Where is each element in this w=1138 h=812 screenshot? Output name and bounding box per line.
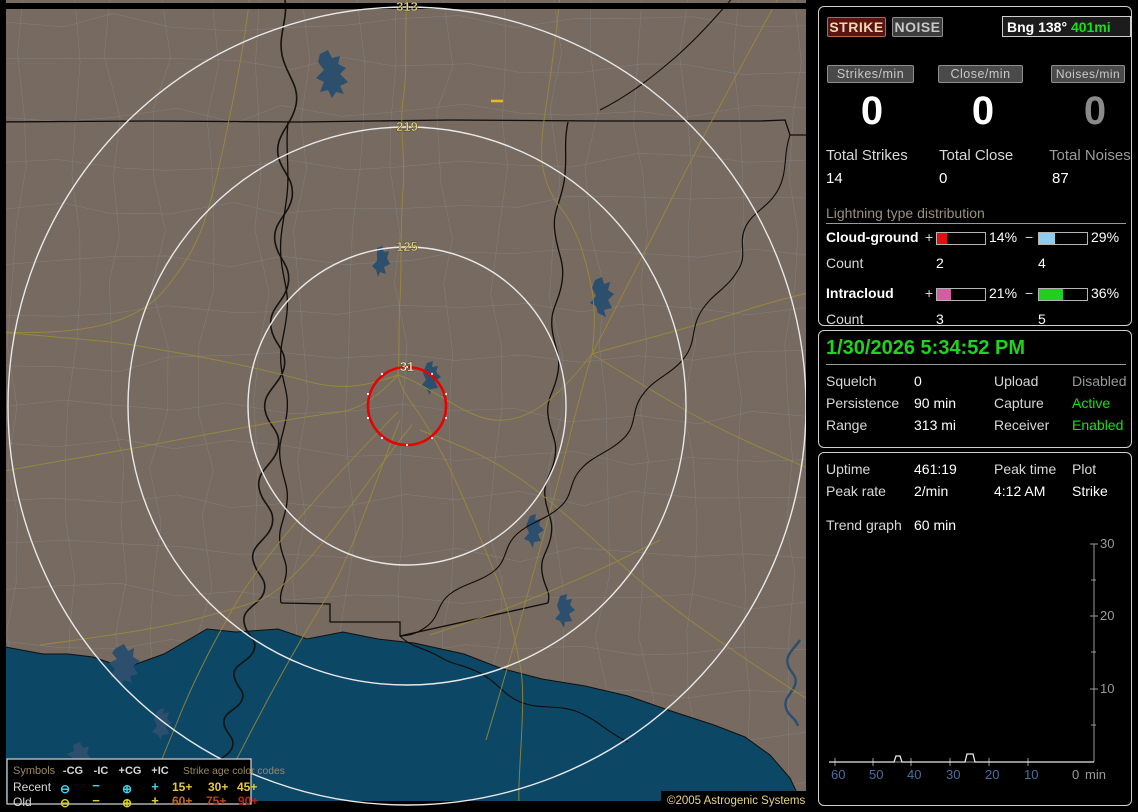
svg-text:125: 125	[396, 239, 418, 254]
svg-text:31: 31	[400, 359, 414, 374]
svg-text:0: 0	[1072, 767, 1079, 782]
svg-text:10: 10	[1100, 681, 1114, 696]
svg-text:30+: 30+	[208, 780, 228, 794]
svg-text:⊖: ⊖	[60, 796, 70, 810]
svg-text:−: −	[92, 793, 100, 808]
svg-text:+IC: +IC	[151, 765, 168, 777]
svg-text:-IC: -IC	[94, 765, 109, 777]
svg-text:©2005 Astrogenic Systems: ©2005 Astrogenic Systems	[667, 795, 805, 807]
svg-text:75+: 75+	[206, 794, 226, 808]
svg-text:⊕: ⊕	[122, 782, 132, 796]
svg-text:20: 20	[985, 767, 999, 782]
svg-text:+: +	[151, 793, 159, 808]
svg-text:+CG: +CG	[119, 765, 142, 777]
svg-text:10: 10	[1024, 767, 1038, 782]
svg-text:30: 30	[1100, 536, 1114, 551]
svg-text:⊕: ⊕	[122, 796, 132, 810]
svg-text:min: min	[1085, 767, 1106, 782]
svg-text:+: +	[151, 779, 159, 794]
svg-text:⊖: ⊖	[60, 782, 70, 796]
svg-text:50: 50	[869, 767, 883, 782]
svg-text:−: −	[92, 778, 100, 793]
svg-text:60+: 60+	[172, 794, 192, 808]
svg-text:Recent: Recent	[13, 780, 52, 794]
svg-text:45+: 45+	[237, 780, 257, 794]
svg-text:Symbols: Symbols	[13, 765, 56, 777]
svg-text:60: 60	[831, 767, 845, 782]
svg-text:90+: 90+	[238, 794, 258, 808]
svg-text:Old: Old	[13, 795, 32, 809]
svg-text:20: 20	[1100, 608, 1114, 623]
svg-text:219: 219	[396, 119, 418, 134]
svg-text:40: 40	[907, 767, 921, 782]
svg-text:30: 30	[946, 767, 960, 782]
svg-text:15+: 15+	[172, 780, 192, 794]
svg-text:313: 313	[396, 0, 418, 14]
svg-text:Strike age color codes: Strike age color codes	[183, 766, 285, 777]
svg-text:-CG: -CG	[63, 765, 83, 777]
